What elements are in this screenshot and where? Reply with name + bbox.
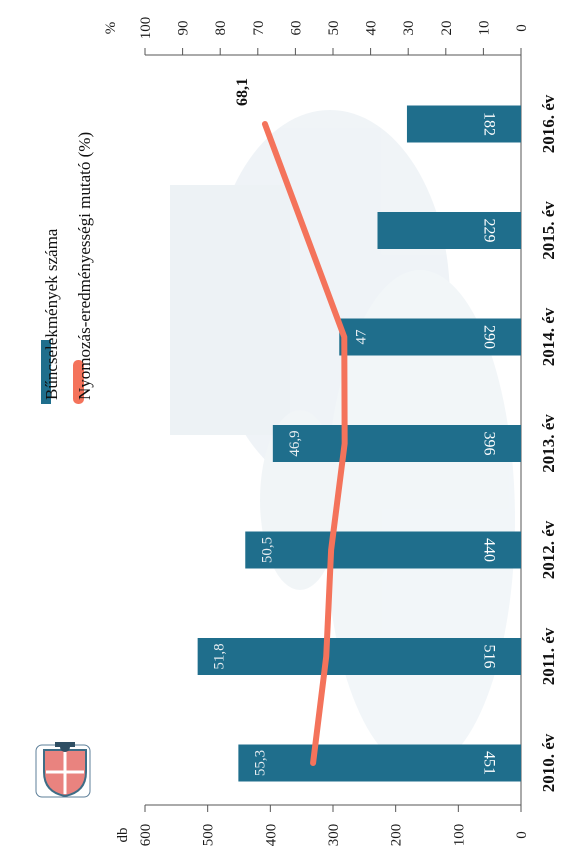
pct-tick-label: 20 [439, 21, 455, 36]
pct-tick-label: 60 [288, 21, 304, 36]
pct-tick-label: 70 [251, 21, 267, 36]
coat-of-arms-icon [35, 742, 91, 798]
db-axis-title: db [115, 828, 131, 843]
bar [377, 212, 521, 249]
bar-value-label: 440 [481, 538, 498, 562]
category-label: 2010. év [539, 733, 558, 792]
category-label: 2012. év [539, 520, 558, 579]
pct-tick-label: 80 [213, 21, 229, 36]
line-value-label: 50,5 [259, 537, 275, 563]
pct-tick-label: 30 [401, 21, 417, 36]
bar-value-label: 451 [481, 751, 498, 775]
pct-axis-title: % [103, 22, 119, 35]
bar-value-label: 182 [481, 112, 498, 136]
pct-tick-label: 0 [514, 24, 530, 32]
bar [339, 318, 521, 356]
legend-swatch-bars [41, 340, 51, 404]
bar-value-label: 516 [481, 645, 498, 669]
legend-label-bars: Bűncselekmények száma [42, 228, 61, 400]
bar-value-label: 290 [481, 325, 498, 349]
db-tick-label: 400 [263, 824, 279, 847]
pct-tick-label: 100 [138, 17, 154, 40]
category-label: 2011. év [539, 627, 558, 685]
legend-swatch-line [73, 360, 84, 404]
bar [245, 531, 521, 569]
pct-tick-label: 10 [476, 21, 492, 36]
legend-label-line: Nyomozás-eredményességi mutató (%) [75, 132, 94, 400]
bar [238, 744, 521, 782]
line-value-label: 47 [353, 329, 369, 345]
legend: Bűncselekmények száma Nyomozás-eredménye… [41, 132, 94, 404]
data-labels: 451 516 440 396 290 229 182 55,3 51,8 50,5 46,9 47 6… [212, 78, 498, 776]
bar-value-label: 229 [481, 219, 498, 243]
category-label: 2016. év [539, 94, 558, 153]
pct-tick-label: 90 [176, 21, 192, 36]
line-path [261, 121, 348, 766]
db-tick-label: 300 [326, 824, 342, 847]
category-label: 2014. év [539, 307, 558, 366]
line-value-label: 51,8 [212, 643, 228, 669]
bar-series [197, 105, 521, 782]
pct-tick-label: 50 [326, 21, 342, 36]
category-label: 2015. év [539, 201, 558, 260]
line-value-label: 68,1 [234, 78, 251, 106]
db-tick-label: 100 [451, 824, 467, 847]
bar [197, 638, 521, 675]
line-series [261, 121, 348, 766]
db-tick-label: 500 [201, 824, 217, 847]
line-value-label: 55,3 [252, 750, 268, 776]
line-value-label: 46,9 [287, 430, 303, 456]
bar-value-label: 396 [481, 432, 498, 456]
db-tick-label: 0 [514, 831, 530, 839]
bar [406, 105, 521, 143]
category-label: 2013. év [539, 414, 558, 473]
db-tick-label: 200 [389, 824, 405, 847]
pct-tick-label: 40 [364, 21, 380, 36]
bar [272, 425, 521, 462]
db-tick-label: 600 [138, 824, 154, 847]
axes: 0 100 200 300 400 500 600 db 0 10 20 30 40 50 60 70 80 90… [103, 17, 558, 847]
